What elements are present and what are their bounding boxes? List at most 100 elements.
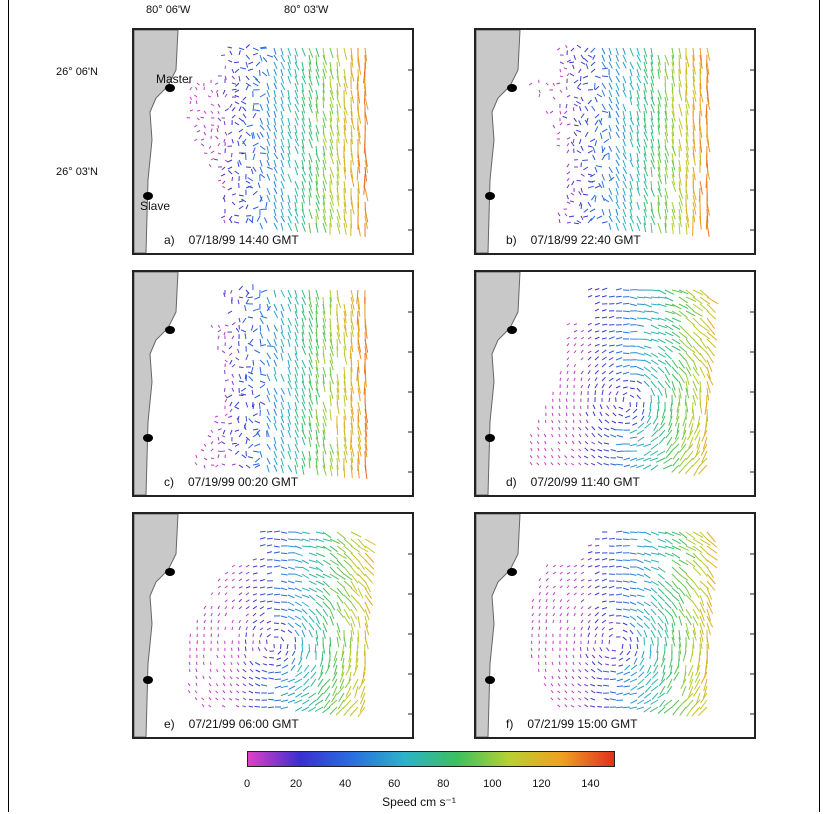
current-vector bbox=[636, 373, 645, 377]
current-vector bbox=[643, 68, 649, 79]
current-vector bbox=[671, 464, 680, 473]
current-vector bbox=[694, 671, 701, 683]
current-vector bbox=[569, 215, 575, 218]
current-vector bbox=[615, 96, 620, 105]
current-vector bbox=[343, 615, 351, 626]
current-vector bbox=[643, 352, 652, 357]
current-vector bbox=[203, 110, 207, 114]
current-vector bbox=[699, 601, 706, 614]
current-vector bbox=[294, 324, 299, 334]
current-vector bbox=[350, 422, 354, 436]
current-vector bbox=[706, 201, 710, 216]
current-vector bbox=[622, 117, 627, 127]
current-vector bbox=[287, 173, 292, 183]
current-vector bbox=[350, 117, 355, 131]
current-vector bbox=[328, 699, 338, 708]
current-vector bbox=[305, 650, 310, 660]
current-vector bbox=[188, 668, 191, 673]
current-vector bbox=[580, 571, 585, 575]
current-vector bbox=[224, 626, 226, 631]
current-vector bbox=[671, 622, 675, 633]
current-vector bbox=[217, 592, 221, 596]
current-vector bbox=[697, 706, 708, 716]
current-vector bbox=[315, 608, 323, 617]
current-vector bbox=[622, 629, 628, 633]
current-vector bbox=[238, 317, 241, 323]
current-vector bbox=[657, 352, 666, 358]
current-vector bbox=[565, 44, 568, 49]
panel-time: 07/18/99 22:40 GMT bbox=[530, 233, 641, 247]
current-vector bbox=[280, 173, 286, 182]
current-vector bbox=[699, 538, 711, 546]
current-vector bbox=[664, 152, 669, 163]
current-vector bbox=[592, 411, 596, 417]
current-vector bbox=[362, 664, 366, 678]
current-vector bbox=[682, 671, 687, 683]
current-vector bbox=[615, 295, 622, 298]
current-vector bbox=[566, 194, 569, 200]
current-vector bbox=[650, 436, 659, 443]
current-vector bbox=[636, 443, 645, 447]
current-vector bbox=[252, 47, 259, 51]
current-vector bbox=[665, 429, 673, 439]
current-vector bbox=[643, 75, 649, 85]
current-vector bbox=[329, 152, 335, 165]
current-vector bbox=[608, 600, 615, 603]
current-vector bbox=[343, 429, 347, 443]
current-vector bbox=[692, 408, 695, 421]
current-vector bbox=[259, 46, 267, 49]
current-vector bbox=[294, 208, 299, 217]
current-vector bbox=[322, 457, 326, 469]
current-vector bbox=[673, 664, 680, 675]
current-vector bbox=[544, 419, 547, 424]
current-vector bbox=[294, 138, 300, 147]
current-vector bbox=[245, 436, 251, 441]
colorbar-tick-label: 40 bbox=[339, 778, 352, 790]
current-vector bbox=[608, 344, 615, 347]
current-vector bbox=[662, 664, 666, 674]
current-vector bbox=[636, 96, 640, 106]
current-vector bbox=[657, 608, 665, 616]
current-vector bbox=[601, 103, 606, 110]
current-vector bbox=[562, 115, 568, 119]
current-vector bbox=[706, 573, 716, 585]
current-vector bbox=[571, 434, 575, 438]
current-vector bbox=[615, 61, 621, 69]
current-vector bbox=[543, 676, 547, 680]
current-vector bbox=[671, 124, 675, 136]
current-vector bbox=[601, 578, 608, 582]
current-vector bbox=[699, 615, 706, 628]
current-vector bbox=[273, 131, 277, 140]
current-vector bbox=[578, 68, 582, 74]
current-vector bbox=[622, 138, 626, 147]
current-vector bbox=[537, 668, 540, 673]
current-vector bbox=[664, 317, 674, 323]
current-vector bbox=[266, 422, 270, 430]
current-vector bbox=[252, 565, 258, 568]
current-vector bbox=[608, 208, 612, 217]
current-vector bbox=[317, 678, 324, 688]
current-vector bbox=[693, 464, 701, 476]
current-vector bbox=[259, 359, 266, 365]
current-vector bbox=[706, 622, 711, 636]
current-vector bbox=[706, 387, 710, 401]
current-vector bbox=[685, 152, 690, 165]
current-vector bbox=[301, 310, 307, 321]
current-vector bbox=[340, 650, 345, 662]
current-vector bbox=[580, 145, 584, 151]
current-vector bbox=[610, 449, 617, 452]
current-vector bbox=[295, 706, 303, 712]
current-vector bbox=[195, 675, 198, 680]
current-vector bbox=[224, 93, 228, 98]
current-vector bbox=[273, 387, 278, 395]
current-vector bbox=[357, 443, 362, 457]
current-vector bbox=[231, 114, 236, 119]
current-vector bbox=[643, 96, 649, 106]
current-vector bbox=[251, 389, 254, 396]
current-vector bbox=[294, 636, 297, 643]
current-vector bbox=[294, 450, 298, 459]
current-vector bbox=[643, 366, 651, 373]
current-vector bbox=[601, 89, 606, 97]
current-vector bbox=[706, 566, 714, 579]
current-vector bbox=[329, 636, 332, 647]
